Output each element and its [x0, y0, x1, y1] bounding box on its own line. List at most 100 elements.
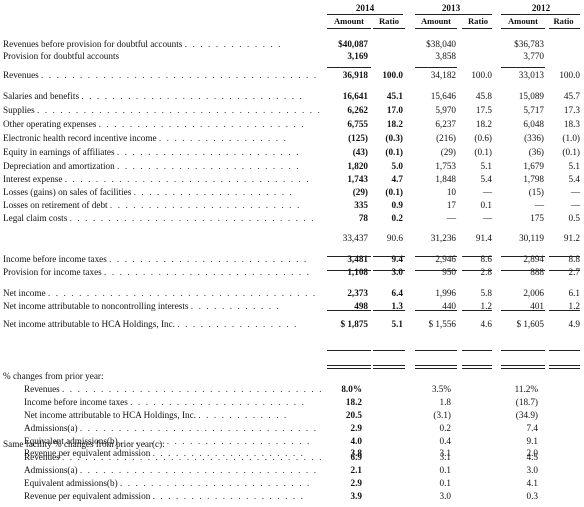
- cell-a12: 33,013: [518, 70, 544, 80]
- cell-a14: 1,108: [347, 267, 368, 277]
- cell-r14: 5.0: [391, 161, 403, 171]
- cell-a14: 6,755: [347, 119, 368, 129]
- cell-a14: 3,169: [347, 51, 368, 61]
- leader-dots: . . . . . . . . . . . . . . . . . . . . …: [79, 423, 318, 433]
- cell-a13: 6,237: [435, 119, 456, 129]
- cell-a12: 175: [530, 213, 544, 223]
- cell-r12: 8.8: [568, 254, 580, 264]
- amount-2012-rule: [501, 28, 545, 29]
- cell-a14: 1,743: [347, 174, 368, 184]
- cell-a14: $ 1,875: [340, 319, 368, 329]
- pct-row-label: Equivalent admissions(b) . . . . . . . .…: [24, 435, 321, 447]
- row-label-text: Equivalent admissions(b): [24, 436, 118, 446]
- final-double-rule-ratio-2012: [549, 365, 580, 369]
- net-rule-ratio-2014: [373, 310, 405, 311]
- cell-r13: 18.2: [475, 119, 492, 129]
- pct-cell-a13: 1.8: [439, 397, 451, 407]
- final-double-rule-ratio-2014: [373, 365, 405, 369]
- expenses-rule-ratio-2012: [549, 256, 580, 257]
- year-2012-header: 2012: [531, 3, 551, 13]
- row-label: Salaries and benefits . . . . . . . . . …: [3, 90, 321, 102]
- cell-a13: 17: [446, 200, 456, 210]
- pct-row-label: Net income attributable to HCA Holdings,…: [24, 409, 321, 421]
- cell-a14: 335: [354, 200, 368, 210]
- leader-dots: . . . . . . . . . . . . . . . . . . . . …: [62, 452, 321, 462]
- cell-a13: 440: [442, 301, 456, 311]
- row-label-text: Net income attributable to HCA Holdings,…: [24, 410, 196, 420]
- cell-a12: 888: [530, 267, 544, 277]
- row-label: Provision for income taxes . . . . . . .…: [3, 266, 321, 278]
- cell-r14: 45.1: [386, 91, 403, 101]
- pct-cell-a13: (3.1): [433, 410, 451, 420]
- row-label-text: Losses (gains) on sales of facilities: [3, 187, 132, 197]
- final-double-rule-amount-2013: [415, 365, 457, 369]
- pct-cell-a13: 0.4: [439, 436, 451, 446]
- final-double-rule-amount-2012: [501, 365, 545, 369]
- cell-a12: —: [534, 200, 544, 210]
- row-label-text: Income before income taxes: [24, 397, 128, 407]
- nci-rule-ratio-2013: [462, 350, 492, 351]
- row-label: Losses on retirement of debt . . . . . .…: [3, 199, 321, 211]
- cell-r14: 9.4: [391, 254, 403, 264]
- pct-section-title: % changes from prior year:: [3, 371, 104, 381]
- net-rule-ratio-2013: [462, 310, 492, 311]
- ratio-2013-header: Ratio: [467, 16, 489, 26]
- year-2014-header: 2014: [355, 3, 375, 13]
- leader-dots: . . . . . . . . . . . . .: [184, 39, 283, 49]
- expenses-rule-ratio-2014: [373, 256, 405, 257]
- amount-2013-rule: [415, 28, 457, 29]
- cell-a12: 1,679: [523, 161, 544, 171]
- cell-a12: $36,783: [514, 39, 544, 49]
- cell-a14: 1,820: [347, 161, 368, 171]
- row-label-text: Revenues before provision for doubtful a…: [3, 39, 183, 49]
- cell-a14: 16,641: [342, 91, 368, 101]
- pct-row-label: Revenues . . . . . . . . . . . . . . . .…: [24, 383, 321, 395]
- year-2013-header: 2013: [441, 3, 461, 13]
- leader-dots: . . . . . . . . . . . . . . . . . . . . …: [119, 478, 311, 488]
- cell-a12: 15,089: [518, 91, 544, 101]
- ratio-2012-rule: [549, 28, 580, 29]
- year-2014-rule: [327, 14, 403, 15]
- cell-r12: 6.1: [568, 288, 580, 298]
- leader-dots: . . . . . . . . . . . . . . . . . . . . …: [109, 200, 301, 210]
- nci-rule-amount-2013: [415, 350, 457, 351]
- cell-a14: 2,373: [347, 288, 368, 298]
- cell-a13: 950: [442, 267, 456, 277]
- leader-dots: . . . . . . . . . . . . . . . . . . . . …: [117, 161, 301, 171]
- row-label-text: Equity in earnings of affiliates: [3, 147, 115, 157]
- cell-r12: —: [570, 187, 580, 197]
- nci-rule-amount-2014: [327, 350, 371, 351]
- row-label-text: Provision for doubtful accounts: [3, 51, 120, 61]
- leader-dots: . . . . . . . . . . . . . . . . . . . .: [152, 491, 305, 501]
- row-label: Depreciation and amortization . . . . . …: [3, 160, 321, 172]
- pct-cell-a14: 8.0%: [341, 384, 362, 394]
- row-label: Losses (gains) on sales of facilities . …: [3, 186, 321, 198]
- cell-a13: —: [446, 213, 456, 223]
- cell-a13: (216): [436, 133, 456, 143]
- net-rule-ratio-2012: [549, 310, 580, 311]
- cell-r14: 6.4: [391, 288, 403, 298]
- row-label-text: Legal claim costs: [3, 213, 68, 223]
- row-label-text: Provision for income taxes: [3, 267, 102, 277]
- cell-r13: (0.1): [474, 147, 492, 157]
- cell-a14: 6,262: [347, 105, 368, 115]
- amount-2014-header: Amount: [333, 16, 365, 26]
- cell-a14: $40,087: [338, 39, 368, 49]
- leader-dots: . . . . . . . . . . . . . . . . . . . . …: [81, 91, 304, 101]
- cell-a14: 78: [358, 213, 368, 223]
- total-rule-amount-2014: [327, 270, 371, 271]
- total-rule-ratio-2012: [549, 270, 580, 271]
- cell-r12: 100.0: [559, 70, 580, 80]
- row-label: Revenues before provision for doubtful a…: [3, 38, 321, 50]
- cell-a12: (15): [528, 187, 544, 197]
- cell-r12: 5.1: [568, 161, 580, 171]
- leader-dots: . . . . . . . . . . . . . . . . . . . . …: [104, 267, 311, 277]
- leader-dots: . . . . . . . . . . . . . . . . . . . . …: [109, 254, 308, 264]
- cell-a13: 1,753: [435, 161, 456, 171]
- cell-r13: 5.4: [480, 174, 492, 184]
- cell-r13: 1.2: [480, 301, 492, 311]
- row-label-text: Revenue per equivalent admission: [24, 491, 151, 501]
- cell-r14: 1.3: [391, 301, 403, 311]
- pct-cell-a12: 11.2%: [514, 384, 538, 394]
- leader-dots: . . . . . . . . . . . . . . . . . . . . …: [98, 119, 306, 129]
